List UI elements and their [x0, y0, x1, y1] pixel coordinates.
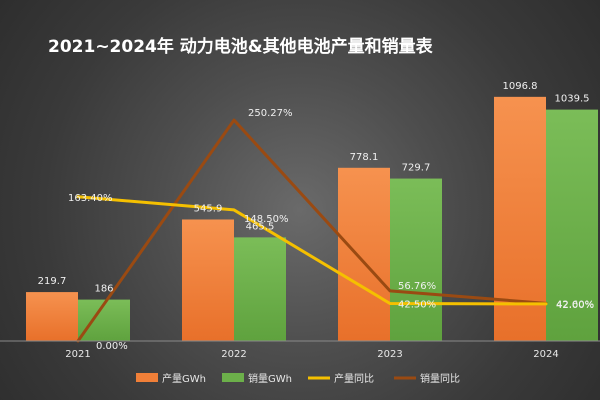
production-yoy-label: 163.40% — [68, 193, 113, 204]
line-sales-yoy — [76, 118, 548, 343]
lines-layer — [76, 118, 548, 343]
x-tick-label: 2024 — [533, 349, 558, 360]
legend-swatch — [222, 373, 244, 382]
bars-layer — [26, 96, 598, 342]
sales-yoy-label: 250.27% — [248, 108, 293, 119]
bar-production-2023 — [338, 167, 390, 341]
production-yoy-label: 42.00% — [556, 300, 594, 311]
bar-value-label: 1039.5 — [555, 94, 590, 105]
x-tick-label: 2023 — [377, 349, 402, 360]
sales-yoy-label: 56.76% — [398, 281, 436, 292]
bar-value-label: 729.7 — [402, 163, 431, 174]
bar-value-label: 1096.8 — [503, 81, 538, 92]
sales-yoy-label: 42.60% — [556, 299, 594, 310]
legend-swatch — [136, 373, 158, 382]
x-axis: 2021 2022 2023 2024 — [0, 340, 600, 360]
bar-value-label: 545.9 — [194, 203, 223, 214]
bar-sales-2023 — [390, 178, 442, 341]
sales-yoy-label: 0.00% — [96, 341, 128, 352]
legend-label: 销量GWh — [248, 372, 292, 385]
bar-value-label: 219.7 — [38, 276, 67, 287]
chart-title: 2021~2024年 动力电池&其他电池产量和销量表 — [48, 36, 434, 57]
bar-sales-2022 — [234, 237, 286, 341]
production-yoy-label: 42.50% — [398, 299, 436, 310]
legend: 产量GWh 销量GWh 产量同比 销量同比 — [136, 372, 460, 385]
bar-production-2022 — [182, 219, 234, 341]
bar-value-label: 186 — [94, 284, 113, 295]
production-yoy-label: 148.50% — [244, 214, 289, 225]
x-tick-label: 2021 — [65, 349, 90, 360]
bar-sales-2024 — [546, 109, 598, 341]
labels-layer: 219.7 545.9 778.1 1096.8 186 465.5 729.7 1039.5… — [38, 81, 594, 352]
legend-label: 产量同比 — [334, 372, 374, 385]
bar-production-2021 — [26, 292, 78, 341]
line-production-yoy — [76, 195, 548, 306]
bar-value-label: 465.5 — [246, 221, 275, 232]
legend-label: 产量GWh — [162, 372, 206, 385]
x-tick-label: 2022 — [221, 349, 246, 360]
legend-label: 销量同比 — [420, 372, 460, 385]
bar-value-label: 778.1 — [350, 152, 379, 163]
